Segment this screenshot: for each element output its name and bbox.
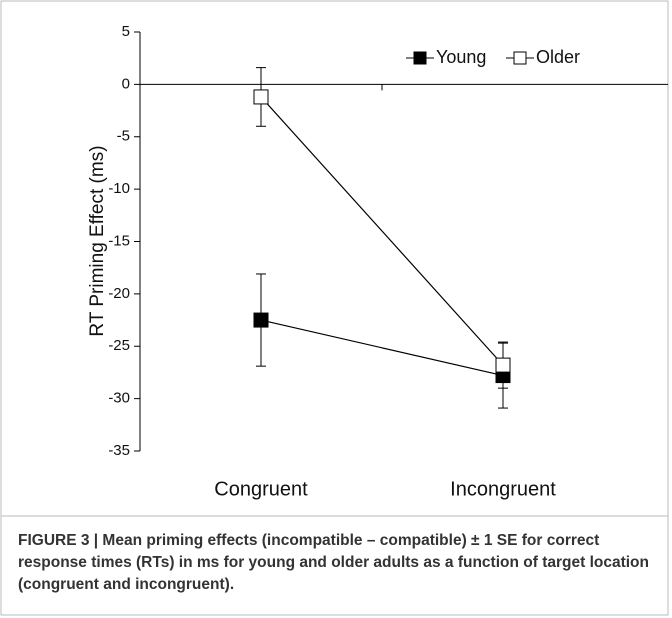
- x-tick-label: Incongruent: [450, 478, 556, 500]
- y-tick-label: -20: [108, 285, 130, 302]
- legend-marker: [513, 51, 527, 65]
- caption: FIGURE 3 | Mean priming effects (incompa…: [18, 532, 649, 593]
- y-axis-label: RT Priming Effect (ms): [87, 145, 108, 336]
- series-line: [260, 96, 504, 366]
- legend-label: Young: [436, 47, 486, 67]
- marker: [253, 89, 269, 105]
- series-line: [260, 319, 504, 377]
- y-tick-label: -15: [108, 232, 130, 249]
- legend-marker: [413, 51, 427, 65]
- x-tick-label: Congruent: [214, 478, 308, 500]
- y-tick-label: -25: [108, 337, 130, 354]
- legend-label: Older: [536, 47, 580, 67]
- y-tick-label: -10: [108, 180, 130, 197]
- marker: [495, 357, 511, 373]
- y-tick-label: 0: [122, 75, 130, 92]
- y-tick-label: 5: [122, 23, 130, 40]
- y-tick-label: -35: [108, 442, 130, 459]
- marker: [253, 312, 269, 328]
- y-tick-label: -5: [117, 128, 130, 145]
- y-tick-label: -30: [108, 390, 130, 407]
